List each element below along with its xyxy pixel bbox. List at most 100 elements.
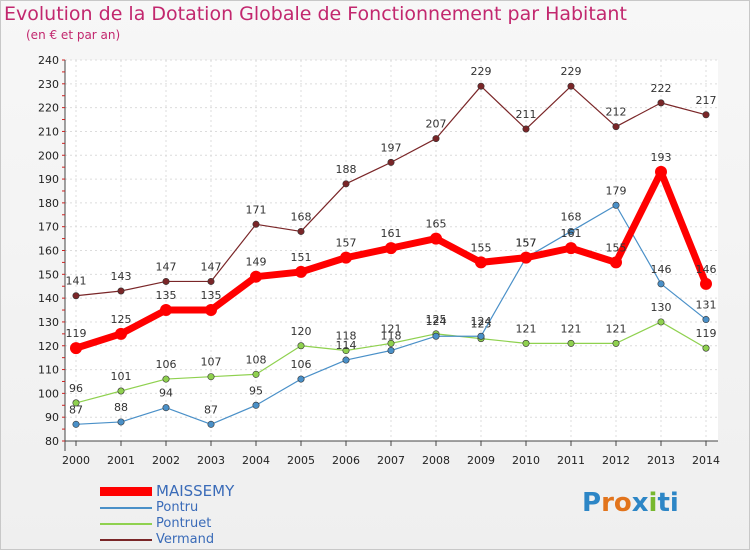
point-maissemy-2008: [430, 232, 442, 245]
data-label-maissemy-2009: 155: [471, 241, 492, 254]
data-label-vermand-2001: 143: [111, 270, 132, 283]
data-label-vermand-2005: 168: [291, 210, 312, 223]
data-label-pontruet-2003: 107: [201, 356, 222, 369]
y-tick-label-130: 130: [38, 316, 59, 329]
point-pontru-2014: [702, 316, 710, 324]
point-maissemy-2007: [385, 242, 397, 255]
data-label-maissemy-2007: 161: [381, 227, 402, 240]
point-pontruet-2007: [387, 339, 395, 347]
point-pontruet-2006: [342, 347, 350, 355]
point-pontruet-2013: [657, 318, 665, 326]
x-tick-label-2007: 2007: [377, 454, 405, 467]
data-label-vermand-2012: 212: [606, 106, 627, 119]
x-tick-label-2002: 2002: [152, 454, 180, 467]
data-label-vermand-2013: 222: [651, 82, 672, 95]
data-label-pontru-2011: 168: [561, 210, 582, 223]
data-label-pontruet-2005: 120: [291, 325, 312, 338]
data-label-vermand-2000: 141: [66, 275, 87, 288]
legend-swatch-pontru: [100, 507, 152, 509]
x-tick-label-2000: 2000: [62, 454, 90, 467]
point-vermand-2000: [72, 292, 80, 300]
x-tick-label-2012: 2012: [602, 454, 630, 467]
data-label-maissemy-2012: 155: [606, 241, 627, 254]
legend-swatch-vermand: [100, 539, 152, 541]
point-maissemy-2011: [565, 242, 577, 255]
legend-label-pontruet: Pontruet: [156, 516, 212, 531]
y-tick-label-210: 210: [38, 125, 59, 138]
x-tick-label-2003: 2003: [197, 454, 225, 467]
point-maissemy-2000: [70, 342, 82, 355]
data-label-pontru-2001: 88: [114, 401, 128, 414]
x-tick-label-2010: 2010: [512, 454, 540, 467]
point-vermand-2013: [657, 99, 665, 107]
y-tick-label-90: 90: [45, 411, 59, 424]
data-label-vermand-2009: 229: [471, 65, 492, 78]
data-label-pontru-2006: 114: [336, 339, 357, 352]
point-pontruet-2014: [702, 344, 710, 352]
data-label-vermand-2007: 197: [381, 141, 402, 154]
data-label-pontru-2007: 118: [381, 330, 402, 343]
point-vermand-2004: [252, 220, 260, 228]
data-label-vermand-2004: 171: [246, 203, 267, 216]
point-pontru-2002: [162, 404, 170, 412]
data-label-pontruet-2010: 121: [516, 322, 537, 335]
point-pontruet-2010: [522, 339, 530, 347]
data-label-pontruet-2013: 130: [651, 301, 672, 314]
data-label-vermand-2011: 229: [561, 65, 582, 78]
point-pontruet-2012: [612, 339, 620, 347]
y-tick-label-200: 200: [38, 149, 59, 162]
y-tick-label-220: 220: [38, 102, 59, 115]
data-label-pontru-2013: 146: [651, 263, 672, 276]
y-tick-label-160: 160: [38, 245, 59, 258]
point-vermand-2005: [297, 227, 305, 235]
point-pontru-2012: [612, 201, 620, 209]
data-label-vermand-2002: 147: [156, 260, 177, 273]
data-label-maissemy-2010: 157: [516, 237, 537, 250]
y-tick-label-100: 100: [38, 387, 59, 400]
data-label-pontruet-2004: 108: [246, 353, 267, 366]
point-vermand-2001: [117, 287, 125, 295]
point-maissemy-2003: [205, 304, 217, 317]
data-label-pontruet-2002: 106: [156, 358, 177, 371]
point-maissemy-2001: [115, 327, 127, 340]
point-vermand-2006: [342, 180, 350, 188]
legend-label-pontru: Pontru: [156, 500, 199, 515]
data-label-pontruet-2001: 101: [111, 370, 132, 383]
point-pontru-2007: [387, 347, 395, 355]
x-tick-label-2005: 2005: [287, 454, 315, 467]
data-label-pontru-2010: 157: [516, 237, 537, 250]
x-tick-label-2006: 2006: [332, 454, 360, 467]
x-tick-label-2004: 2004: [242, 454, 270, 467]
point-vermand-2012: [612, 123, 620, 131]
legend-swatch-maissemy: [100, 487, 152, 496]
point-maissemy-2004: [250, 270, 262, 283]
point-vermand-2008: [432, 135, 440, 143]
data-label-pontruet-2014: 119: [696, 327, 717, 340]
y-tick-label-80: 80: [45, 435, 59, 448]
data-label-maissemy-2002: 135: [156, 289, 177, 302]
legend-swatch-pontruet: [100, 523, 152, 525]
data-label-pontru-2012: 179: [606, 184, 627, 197]
data-label-pontruet-2011: 121: [561, 322, 582, 335]
point-vermand-2014: [702, 111, 710, 119]
data-label-pontru-2014: 131: [696, 299, 717, 312]
data-label-maissemy-2001: 125: [111, 313, 132, 326]
point-maissemy-2009: [475, 256, 487, 269]
data-label-pontru-2003: 87: [204, 403, 218, 416]
point-pontruet-2002: [162, 375, 170, 383]
data-label-pontru-2008: 124: [426, 315, 447, 328]
point-maissemy-2014: [700, 277, 712, 290]
point-pontruet-2005: [297, 342, 305, 350]
data-label-maissemy-2014: 146: [696, 263, 717, 276]
proxiti-logo: Proxiti: [582, 488, 679, 518]
point-maissemy-2012: [610, 256, 622, 269]
x-tick-label-2014: 2014: [692, 454, 720, 467]
point-maissemy-2006: [340, 251, 352, 264]
point-pontru-2003: [207, 420, 215, 428]
point-vermand-2009: [477, 82, 485, 90]
point-maissemy-2002: [160, 304, 172, 317]
point-pontruet-2003: [207, 373, 215, 381]
point-pontru-2006: [342, 356, 350, 364]
data-label-pontruet-2007: 121: [381, 322, 402, 335]
